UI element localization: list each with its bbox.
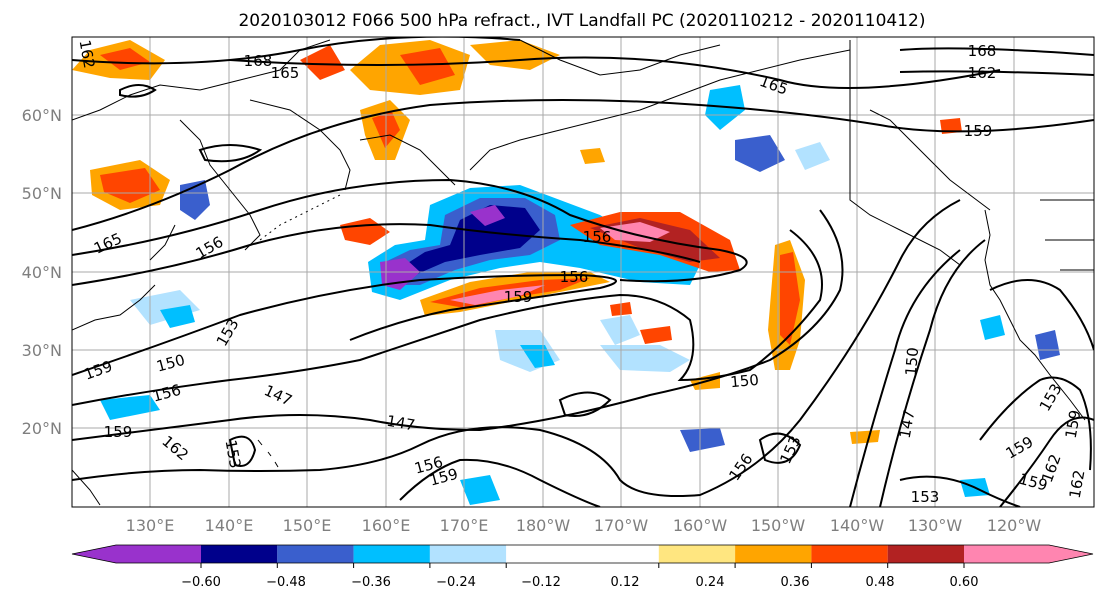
colorbar-segment — [658, 545, 736, 563]
lon-label-150e: 150°E — [283, 516, 332, 535]
colorbar-segment — [964, 545, 1049, 563]
lon-label-140w: 140°W — [830, 516, 885, 535]
contour-label: 156 — [560, 268, 589, 286]
colorbar-tick-label: −0.60 — [181, 575, 221, 590]
map-frame — [71, 36, 1095, 508]
colorbar-tick-label: −0.24 — [436, 575, 476, 590]
colorbar-tick-label: 0.24 — [696, 575, 725, 590]
colorbar-segment — [506, 545, 659, 563]
contour-label: 162 — [968, 64, 997, 82]
colorbar-segment — [353, 545, 430, 563]
contour-label: 162 — [1066, 468, 1089, 499]
colorbar-extend-high — [1049, 545, 1093, 563]
contour-label: 147 — [385, 412, 416, 435]
contour-label: 159 — [104, 423, 133, 441]
colorbar-tick-label: −0.48 — [266, 575, 306, 590]
graticule — [72, 37, 1094, 507]
lon-label-120w: 120°W — [987, 516, 1042, 535]
contours — [72, 37, 1094, 507]
colorbar-segment — [429, 545, 507, 563]
lon-label-130w: 130°W — [908, 516, 963, 535]
coastlines — [72, 39, 1094, 506]
map-title: 2020103012 F066 500 hPa refract., IVT La… — [238, 11, 925, 31]
lon-label-130e: 130°E — [126, 516, 175, 535]
lon-label-160e: 160°E — [362, 516, 411, 535]
lat-label-60n: 60°N — [22, 106, 62, 125]
colorbar-tick-label: 0.12 — [611, 575, 640, 590]
lon-label-150w: 150°W — [751, 516, 806, 535]
colorbar-extend-low — [72, 545, 116, 563]
colorbar-segment — [811, 545, 888, 563]
lat-label-20n: 20°N — [22, 419, 62, 438]
contour-label: 156 — [583, 228, 612, 246]
contour-label: 159 — [504, 288, 533, 306]
colorbar-segment — [887, 545, 964, 563]
lon-label-170e: 170°E — [440, 516, 489, 535]
lon-label-160w: 160°W — [673, 516, 728, 535]
contour-label: 147 — [896, 408, 919, 439]
longitude-labels: 130°E 140°E 150°E 160°E 170°E 180°W 170°… — [126, 516, 1042, 535]
colorbar-segments — [71, 544, 1094, 564]
colorbar-tick-labels: −0.60 −0.48 −0.36 −0.24 −0.12 0.12 0.24 … — [181, 575, 978, 590]
contour-label: 159 — [964, 122, 993, 140]
colorbar-tick-label: 0.60 — [950, 575, 979, 590]
colorbar-ticks — [200, 563, 965, 568]
colorbar-segment — [116, 545, 201, 563]
map-panel: 168 165 162 168 162 165 159 165 156 156 … — [71, 36, 1095, 508]
colorbar-tick-label: −0.12 — [521, 575, 561, 590]
colorbar-outline — [71, 544, 1094, 564]
colorbar: −0.60 −0.48 −0.36 −0.24 −0.12 0.12 0.24 … — [71, 544, 1094, 590]
lat-label-40n: 40°N — [22, 263, 62, 282]
colorbar-tick-label: 0.36 — [781, 575, 810, 590]
contour-label: 153 — [222, 438, 245, 469]
colorbar-segment — [735, 545, 812, 563]
lat-label-30n: 30°N — [22, 341, 62, 360]
lat-label-50n: 50°N — [22, 184, 62, 203]
contour-label: 162 — [76, 38, 99, 69]
latitude-labels: 60°N 50°N 40°N 30°N 20°N — [22, 106, 62, 438]
colorbar-segment — [277, 545, 354, 563]
lon-label-170w: 170°W — [594, 516, 649, 535]
lon-label-180w: 180°W — [516, 516, 571, 535]
contour-label: 150 — [902, 347, 922, 377]
colorbar-tick-label: −0.36 — [351, 575, 391, 590]
colorbar-segment — [201, 545, 278, 563]
contour-label: 165 — [271, 64, 300, 82]
colorbar-tick-label: 0.48 — [866, 575, 895, 590]
lon-label-140e: 140°E — [205, 516, 254, 535]
contour-label: 150 — [730, 371, 760, 391]
contour-label: 159 — [1062, 408, 1085, 439]
contour-label: 168 — [968, 42, 997, 60]
contour-label: 168 — [244, 52, 273, 70]
contour-label: 153 — [911, 488, 940, 506]
